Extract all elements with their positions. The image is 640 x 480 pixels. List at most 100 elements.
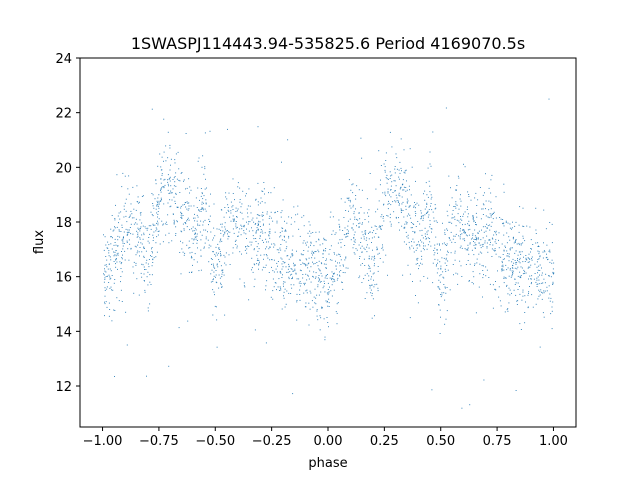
data-point — [296, 250, 297, 252]
data-point — [246, 228, 247, 230]
data-point — [328, 326, 329, 328]
data-point — [439, 281, 441, 283]
data-point — [107, 268, 109, 270]
data-point — [302, 277, 304, 279]
data-point — [432, 282, 434, 284]
data-point — [517, 258, 518, 260]
data-point — [426, 233, 428, 235]
data-point — [389, 131, 391, 133]
data-point — [173, 196, 175, 198]
data-point — [114, 251, 116, 253]
data-point — [325, 268, 327, 269]
data-point — [169, 144, 171, 146]
data-point — [227, 238, 229, 240]
data-point — [522, 295, 524, 297]
data-point — [378, 200, 380, 202]
y-tick-label: 12 — [55, 380, 72, 395]
data-point — [109, 278, 111, 280]
data-point — [262, 211, 264, 213]
data-point — [310, 232, 312, 234]
data-point — [175, 193, 177, 195]
data-point — [240, 224, 242, 226]
data-point — [473, 276, 475, 278]
data-point — [264, 267, 266, 268]
data-point — [362, 222, 363, 224]
data-point — [359, 275, 361, 277]
data-point — [420, 210, 422, 212]
data-point — [339, 254, 341, 256]
data-point — [104, 270, 106, 272]
y-tick-label: 20 — [55, 161, 72, 176]
data-point — [251, 219, 253, 221]
data-point — [139, 219, 141, 221]
data-point — [169, 147, 171, 149]
data-point — [446, 243, 448, 245]
data-point — [429, 163, 431, 165]
data-point — [468, 196, 470, 197]
data-point — [392, 201, 394, 203]
data-point — [378, 150, 380, 152]
data-point — [221, 226, 223, 228]
data-point — [525, 301, 526, 303]
data-point — [306, 289, 308, 291]
data-point — [351, 227, 353, 229]
data-point — [252, 235, 254, 237]
data-point — [112, 230, 114, 232]
data-point — [306, 279, 308, 281]
data-point — [285, 303, 287, 305]
data-point — [409, 148, 411, 150]
data-point — [460, 265, 462, 267]
data-point — [157, 222, 159, 224]
data-point — [483, 231, 485, 233]
data-point — [549, 249, 551, 251]
data-point — [324, 336, 326, 338]
data-point — [376, 228, 378, 230]
data-point — [369, 173, 371, 174]
data-point — [398, 194, 400, 196]
data-point — [243, 285, 245, 287]
data-point — [427, 230, 429, 232]
data-point — [235, 225, 237, 227]
data-point — [327, 300, 328, 302]
data-point — [495, 232, 497, 234]
data-point — [494, 241, 496, 243]
data-point — [535, 229, 537, 231]
data-point — [220, 223, 222, 225]
data-point — [522, 207, 524, 209]
data-point — [531, 248, 532, 250]
data-point — [482, 203, 484, 205]
data-point — [116, 253, 118, 255]
data-point — [514, 284, 516, 285]
data-point — [436, 264, 437, 266]
data-point — [380, 165, 382, 166]
data-point — [205, 238, 207, 240]
data-point — [510, 276, 512, 278]
data-point — [224, 226, 226, 228]
data-point — [426, 231, 428, 233]
data-point — [531, 294, 533, 296]
x-tick-label: 0.00 — [314, 434, 343, 449]
data-point — [172, 213, 174, 215]
data-point — [201, 234, 203, 236]
data-point — [136, 236, 138, 238]
data-point — [195, 233, 196, 235]
data-point — [257, 228, 259, 230]
data-point — [147, 284, 149, 286]
data-point — [290, 268, 292, 270]
data-point — [283, 262, 285, 264]
data-point — [185, 133, 187, 134]
data-point — [288, 265, 290, 267]
data-point — [248, 246, 250, 247]
data-point — [513, 242, 515, 244]
data-point — [263, 254, 265, 256]
data-point — [530, 278, 532, 280]
data-point — [387, 191, 389, 193]
data-point — [432, 131, 434, 133]
data-point — [420, 218, 422, 220]
data-point — [122, 172, 124, 174]
data-point — [221, 270, 223, 272]
data-point — [326, 301, 328, 303]
data-point — [479, 251, 481, 253]
data-point — [110, 243, 112, 245]
data-point — [406, 223, 408, 225]
